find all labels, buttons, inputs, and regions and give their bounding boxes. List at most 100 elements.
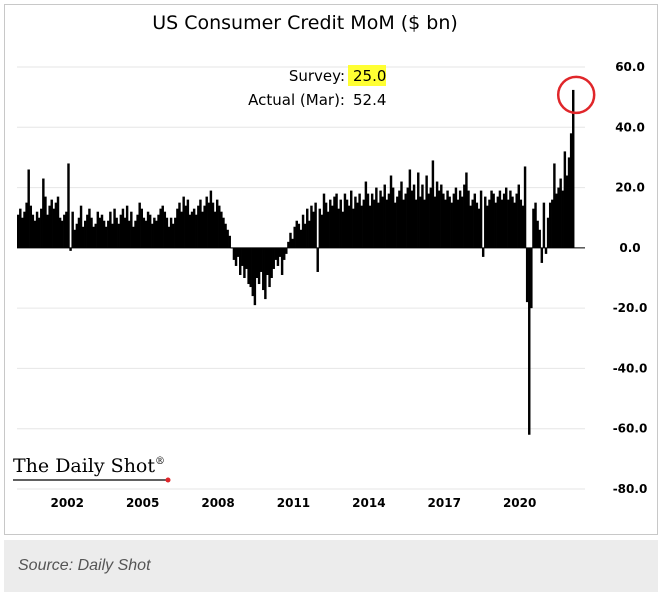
bar-2005-8 [157,214,160,248]
source-caption: Source: Daily Shot [4,540,658,592]
bar-2020-11 [540,247,544,263]
bar-2005-7 [155,220,158,248]
bar-2020-5 [528,247,531,435]
bar-2007-10 [211,202,215,248]
bar-2016-11 [440,184,443,248]
bar-2002-5 [75,223,79,248]
bar-2006-11 [188,214,192,248]
bar-2008-5 [226,229,229,248]
ytick-label-3: -20.0 [613,301,648,315]
bar-2013-10 [362,199,366,248]
xtick-label-4: 2014 [352,496,385,510]
bar-2002-2 [69,247,72,251]
bar-2003-10 [111,223,114,248]
bar-2013-5 [352,208,355,248]
bar-2000-10 [35,211,39,248]
bar-2007-6 [203,205,206,248]
survey-highlight [348,65,386,86]
bar-2001-11 [63,214,66,248]
bar-2019-9 [511,196,514,248]
bar-2009-6 [253,247,257,306]
bar-2000-8 [31,214,35,248]
bar-2020-2 [521,205,525,248]
bar-2003-11 [113,208,116,248]
bar-2002-6 [77,217,81,248]
survey-value: 25.0 [353,67,386,85]
bar-2015-10 [412,184,416,248]
bar-2009-9 [259,247,263,272]
bar-2011-4 [299,229,303,248]
bar-2008-4 [224,223,227,248]
bar-2012-4 [324,202,328,248]
bar-2004-12 [140,208,144,248]
logo-name: The Daily Shot [13,455,155,477]
bar-2015-6 [404,193,407,248]
bar-2002-7 [79,205,83,248]
bar-2012-2 [320,214,324,248]
bar-2009-7 [255,247,259,278]
bar-2002-3 [71,211,74,248]
bar-2014-12 [391,187,395,248]
actual-value: 52.4 [353,91,386,109]
bar-2014-1 [368,205,372,248]
bar-2019-10 [513,202,516,248]
bar-2017-5 [452,193,456,248]
bar-2014-10 [387,193,391,248]
bar-2008-2 [220,211,223,248]
bar-2006-10 [186,199,190,248]
bar-2009-3 [247,247,250,285]
bar-2009-8 [257,247,261,285]
bar-2001-12 [65,211,68,248]
bar-2015-9 [410,190,414,248]
y-tick-labels: -80.0 -60.0 -40.0 -20.0 0.0 20.0 40.0 60.0 [613,60,648,496]
actual-label: Actual (Mar): [248,91,345,109]
bar-2002-10 [86,214,89,248]
bar-2017-2 [446,190,449,248]
bar-2010-6 [278,247,282,257]
gridlines [17,66,585,490]
bar-2000-3 [21,217,24,248]
bar-2006-8 [182,196,185,248]
bar-2009-2 [245,247,248,269]
bar-2019-1 [494,202,497,248]
bar-2022-2 [572,89,575,248]
bar-2005-12 [165,217,169,248]
bar-2003-9 [109,211,112,248]
bar-2021-6 [555,193,558,248]
bar-2018-2 [471,199,474,248]
bar-2005-9 [159,208,162,248]
bar-2012-8 [333,196,336,248]
bar-2017-6 [454,187,458,248]
bar-2021-1 [544,247,548,254]
bar-2012-12 [341,211,345,248]
bar-2000-6 [27,169,30,248]
bar-2004-1 [117,223,120,248]
bar-2001-4 [48,205,51,248]
bar-2019-3 [498,190,502,248]
bar-2013-8 [358,193,361,248]
bar-2011-7 [306,208,309,248]
bar-2001-1 [42,178,45,248]
bar-2020-7 [532,208,535,248]
bar-2002-8 [81,226,85,248]
bar-2005-3 [146,211,150,248]
chart-figure: US Consumer Credit MoM ($ bn) -80.0 -60.0… [4,4,658,535]
bar-2016-7 [431,160,435,248]
bar-2006-6 [178,202,181,248]
bar-2016-4 [425,175,428,248]
bar-2018-5 [477,208,481,248]
bar-2019-6 [504,187,508,248]
bar-2011-5 [301,214,305,248]
bar-2021-7 [557,187,560,248]
bar-2014-9 [385,199,389,248]
bar-2008-8 [232,247,236,260]
bar-2010-2 [270,247,273,278]
bar-2016-12 [442,193,445,248]
ytick-label-1: -60.0 [613,422,648,436]
bar-2010-9 [285,247,288,254]
bar-2010-5 [276,247,280,266]
bar-2017-12 [467,190,470,248]
bar-2013-12 [366,193,370,248]
bar-2006-2 [169,217,173,248]
bar-2008-6 [228,235,231,248]
